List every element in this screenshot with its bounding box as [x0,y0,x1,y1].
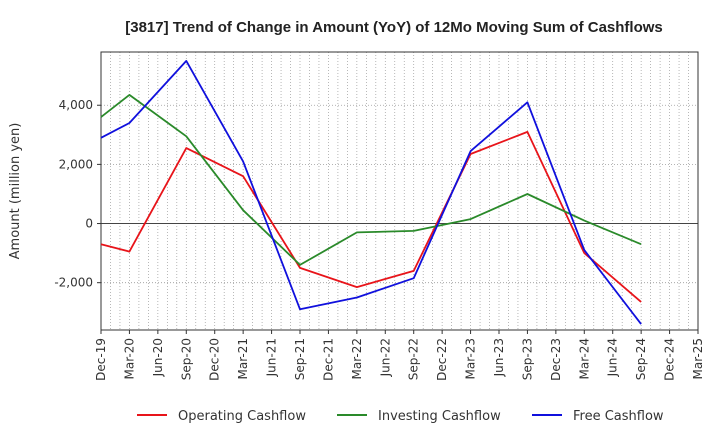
x-tick-label: Jun-22 [378,338,392,377]
x-tick-label: Mar-22 [350,338,364,379]
legend-label: Operating Cashflow [178,409,306,424]
x-tick-label: Mar-25 [691,338,705,379]
y-tick-label: 4,000 [59,98,93,112]
x-tick-label: Mar-20 [122,338,136,379]
y-tick-label: 0 [85,217,93,231]
x-tick-label: Sep-21 [293,338,307,380]
x-tick-label: Sep-23 [520,338,534,380]
x-axis-ticks: Dec-19 Mar-20 Jun-20 Sep-20 Dec-20 Mar-21 Jun-… [94,330,705,381]
x-tick-label: Sep-24 [634,338,648,380]
series-layer [100,60,642,325]
series-line-operating-cashflow [100,130,642,303]
y-tick-label: -2,000 [54,276,93,290]
x-tick-label: Jun-20 [151,338,165,377]
legend: Operating Cashflow Investing Cashflow Free… [137,409,664,424]
legend-label: Free Cashflow [573,409,664,424]
x-tick-label: Dec-22 [435,338,449,381]
x-tick-label: Jun-23 [492,338,506,377]
x-tick-label: Dec-20 [208,338,222,381]
grid-layer [101,52,698,330]
legend-label: Investing Cashflow [378,409,501,424]
y-axis-ticks: -2,000 0 2,000 4,000 [54,98,101,290]
series-line-investing-cashflow [100,94,642,266]
x-tick-label: Dec-19 [94,338,108,381]
x-tick-label: Dec-23 [549,338,563,381]
y-axis-label: Amount (million yen) [8,123,23,260]
x-tick-label: Jun-24 [606,338,620,377]
x-tick-label: Dec-21 [321,338,335,381]
x-tick-label: Dec-24 [663,338,677,381]
x-tick-label: Mar-21 [236,338,250,379]
chart-title: [3817] Trend of Change in Amount (YoY) o… [125,19,663,36]
plot-area-frame [100,51,699,331]
x-tick-label: Sep-20 [179,338,193,380]
x-tick-label: Mar-24 [577,338,591,379]
x-tick-label: Sep-22 [407,338,421,380]
x-tick-label: Mar-23 [464,338,478,379]
x-tick-label: Jun-21 [265,338,279,377]
y-tick-label: 2,000 [59,157,93,171]
series-line-free-cashflow [100,60,642,325]
